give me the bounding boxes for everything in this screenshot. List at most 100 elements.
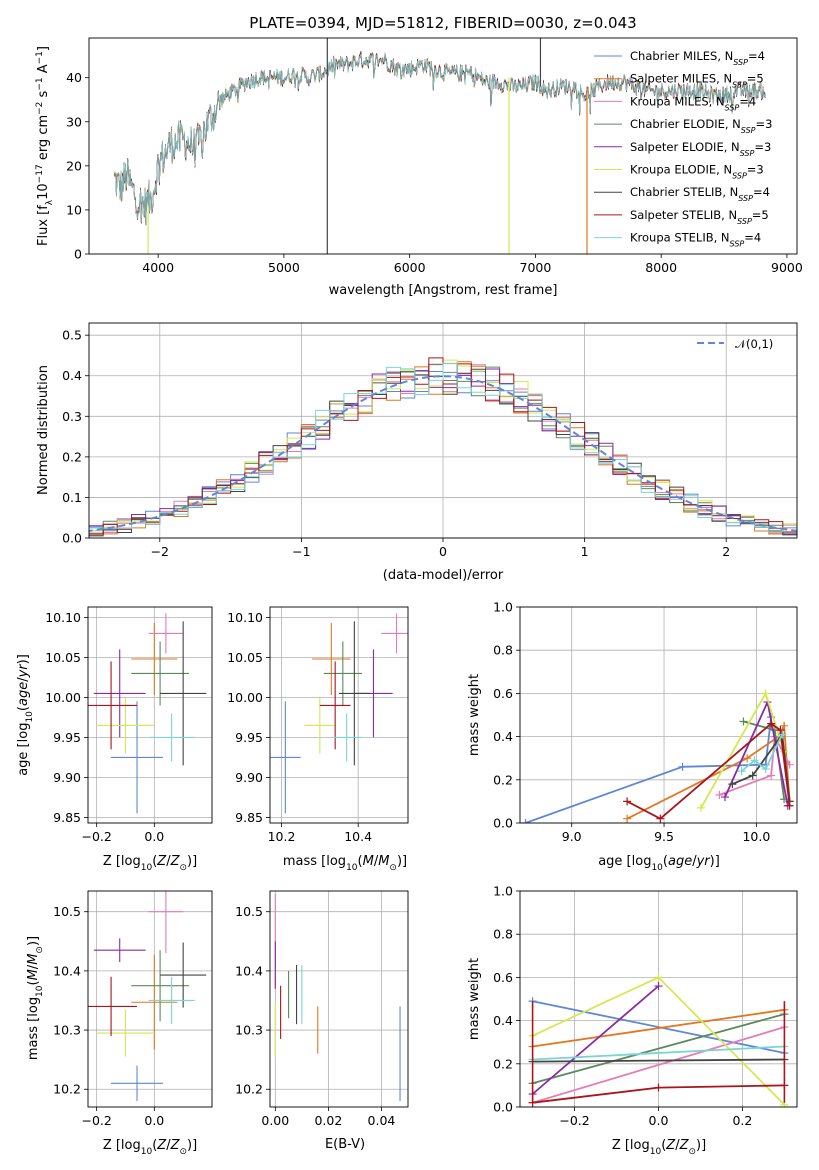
y-tick-label: 10	[66, 202, 82, 217]
grid-residuals	[89, 323, 797, 539]
y-tick-label: 0.0	[62, 531, 82, 546]
y-axis-label: mass weight	[467, 674, 482, 756]
y-tick-label: 0.0	[493, 1100, 513, 1115]
legend-entry: 𝒩(0,1)	[735, 337, 773, 351]
marker-SS	[656, 814, 665, 823]
axis-label: age [log10(age/yr)]	[16, 654, 35, 776]
panel-spectrum: 4000 5000 6000 7000 8000 9000 0 10 20 30 40 wavelen…	[35, 37, 803, 298]
legend-entry: Chabrier MILES, NSSP=4	[630, 49, 765, 67]
legend-entry: Chabrier STELIB, NSSP=4	[630, 185, 770, 203]
legend: Chabrier MILES, NSSP=4 Salpeter MILES, NS…	[594, 49, 772, 248]
x-tick-label: 10.2	[268, 829, 296, 844]
figure-title: PLATE=0394, MJD=51812, FIBERID=0030, z=0…	[249, 14, 636, 32]
histogram-KS	[89, 363, 797, 534]
legend-entry: Kroupa MILES, NSSP=4	[630, 94, 756, 112]
spectrum-series-KS	[114, 52, 766, 226]
legend-entry: Salpeter STELIB, NSSP=5	[630, 208, 769, 226]
marker-SS	[776, 726, 785, 735]
y-tick-label: 10.10	[45, 610, 81, 625]
axis-label: Z [log10(Z/Z⊙)]	[103, 1138, 197, 1157]
x-tick-label: 4000	[142, 260, 174, 275]
panel-age_vs_Z: −0.2 0.0 9.85 9.90 9.95 10.00 10.05 10.10 Z [log…	[16, 606, 213, 873]
y-tick-label: 0.0	[493, 816, 513, 831]
legend-entry: Salpeter ELODIE, NSSP=3	[630, 140, 771, 158]
x-tick-label: −0.2	[81, 1113, 111, 1128]
x-tick-label: 10.4	[344, 829, 372, 844]
axes-frame	[269, 890, 409, 1108]
y-axis-label: mass weight	[467, 958, 482, 1040]
axes-frame	[87, 890, 213, 1108]
y-tick-label: 0.4	[62, 368, 82, 383]
series-line-KM	[532, 1026, 785, 1104]
y-tick-label: 10.05	[227, 650, 263, 665]
series-line-SE	[532, 985, 660, 1095]
plot-area-residuals	[89, 357, 797, 537]
x-tick-label: 9000	[771, 260, 803, 275]
panel-age_vs_mass: 10.2 10.4 9.85 9.90 9.95 10.00 10.05 10.10 mass …	[227, 606, 409, 873]
y-tick-label: 9.85	[53, 810, 81, 825]
x-tick-label: −2	[151, 544, 169, 559]
y-tick-label: 1.0	[493, 600, 513, 615]
grid-mass_vs_ebv	[270, 891, 408, 1107]
marker-SS	[767, 719, 776, 728]
y-tick-label: 9.90	[53, 770, 81, 785]
axis-label: mass [log10(M/M⊙)]	[26, 936, 45, 1060]
y-tick-label: 10.2	[235, 1082, 263, 1097]
marker-SM	[743, 754, 752, 763]
x-tick-label: 0.00	[261, 1113, 289, 1128]
y-tick-label: 0.2	[493, 772, 513, 787]
marker-KM	[785, 760, 794, 769]
y-tick-label: 0	[74, 247, 82, 262]
x-axis-label: E(B-V)	[325, 1137, 365, 1152]
legend-entry: Salpeter MILES, NSSP=5	[630, 72, 764, 90]
y-tick-label: 0.2	[62, 449, 82, 464]
y-tick-label: 10.5	[53, 904, 81, 919]
panel-massweight_vs_Z: −0.2 0.0 0.2 0.0 0.2 0.4 0.6 0.8 1.0 Z [log10(Z/Z…	[467, 884, 798, 1157]
y-tick-label: 10.3	[235, 1023, 263, 1038]
series-line-KS	[532, 1045, 785, 1061]
y-tick-label: 9.95	[53, 730, 81, 745]
marker-KE	[696, 803, 705, 812]
x-axis-label: wavelength [Angstrom, rest frame]	[329, 283, 558, 298]
axis-label: Z [log10(Z/Z⊙)]	[103, 854, 197, 873]
x-tick-label: −0.2	[81, 829, 111, 844]
y-tick-label: 10.3	[53, 1023, 81, 1038]
panel-residuals: −2 −1 0 1 2 0.0 0.1 0.2 0.3 0.4 0.5 (data-model)/er…	[36, 322, 798, 583]
x-tick-label: −0.2	[559, 1113, 589, 1128]
marker-CM	[678, 762, 687, 771]
y-tick-label: 0.5	[62, 328, 82, 343]
y-tick-label: 10.4	[53, 963, 81, 978]
x-axis-label: (data-model)/error	[383, 568, 504, 583]
plot-area-mass_vs_Z	[88, 891, 207, 1102]
legend-entry: Kroupa STELIB, NSSP=4	[630, 231, 761, 249]
marker-SE	[654, 982, 663, 991]
y-tick-label: 20	[66, 158, 82, 173]
plot-area-massweight_vs_age	[521, 689, 794, 823]
x-tick-label: 0.0	[144, 829, 164, 844]
x-tick-label: −1	[292, 544, 310, 559]
y-tick-label: 1.0	[493, 884, 513, 899]
marker-KS	[778, 730, 787, 739]
panel-massweight_vs_age: 9.0 9.5 10.0 0.0 0.2 0.4 0.6 0.8 1.0 age [log10(a…	[467, 600, 798, 873]
x-tick-label: 8000	[645, 260, 677, 275]
plot-area-age_vs_Z	[88, 613, 207, 814]
x-tick-label: 0.04	[368, 1113, 396, 1128]
y-tick-label: 0.3	[62, 409, 82, 424]
grid-massweight_vs_age	[520, 606, 797, 824]
marker-CS	[728, 780, 737, 789]
x-tick-label: 7000	[520, 260, 552, 275]
axis-label: Z [log10(Z/Z⊙)]	[612, 1138, 706, 1157]
axes-frame	[269, 606, 409, 824]
marker-CE	[739, 717, 748, 726]
marker-KE	[761, 689, 770, 698]
marker-SE	[720, 793, 729, 802]
x-tick-label: 1	[581, 544, 589, 559]
series-line-KS	[741, 734, 784, 772]
y-tick-label: 9.95	[235, 730, 263, 745]
x-tick-label: 0.0	[649, 1113, 669, 1128]
y-tick-label: 0.2	[493, 1056, 513, 1071]
y-tick-label: 10.00	[45, 690, 81, 705]
series-line-CM	[532, 1000, 785, 1054]
axes-frame	[87, 606, 213, 824]
